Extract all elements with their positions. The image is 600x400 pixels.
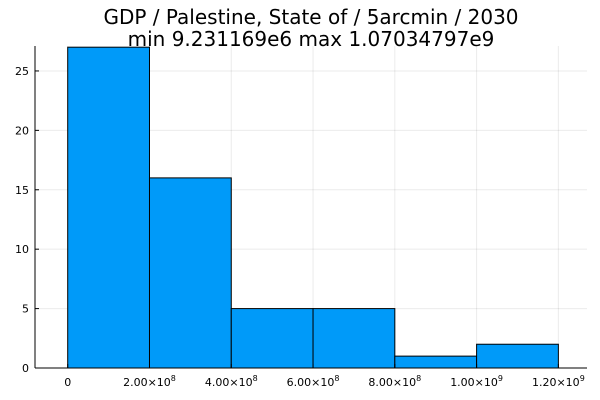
bar-0 <box>67 46 150 369</box>
chart-subtitle: min 9.231169e6 max 1.07034797e9 <box>128 27 495 51</box>
bar-4 <box>394 355 478 369</box>
chart-title: GDP / Palestine, State of / 5arcmin / 20… <box>103 5 518 29</box>
y-tick-labels: 0 5 10 15 20 25 <box>15 65 29 375</box>
x-tick-label-2: 4.00×108 <box>205 374 258 389</box>
x-tick-label-1: 2.00×108 <box>123 374 176 389</box>
bar-2 <box>230 308 314 369</box>
x-tick-labels: 0 2.00×108 4.00×108 6.00×108 8.00×108 1.00×10… <box>64 374 585 389</box>
bar-5 <box>476 343 559 369</box>
y-tick-label-5: 25 <box>15 65 29 78</box>
bar-3 <box>312 308 396 369</box>
y-tick-label-3: 15 <box>15 184 29 197</box>
x-tick-label-5: 1.00×109 <box>450 374 503 389</box>
y-tick-label-4: 20 <box>15 124 29 137</box>
axes <box>34 46 587 369</box>
y-tick-label-1: 5 <box>22 303 29 316</box>
bar-1 <box>148 177 232 369</box>
x-tick-label-3: 6.00×108 <box>287 374 340 389</box>
x-tick-label-0: 0 <box>64 376 71 389</box>
x-tick-label-6: 1.20×109 <box>532 374 585 389</box>
x-tick-label-4: 8.00×108 <box>368 374 421 389</box>
y-tick-label-2: 10 <box>15 243 29 256</box>
histogram-bars <box>67 46 559 369</box>
y-tick-label-0: 0 <box>22 362 29 375</box>
